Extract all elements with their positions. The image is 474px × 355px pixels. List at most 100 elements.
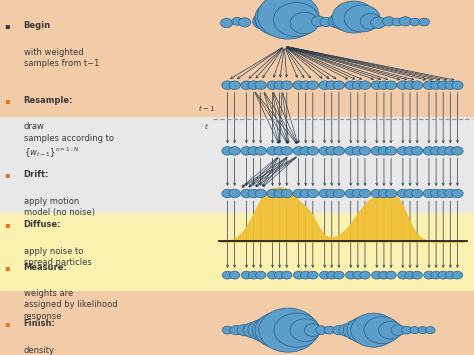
Circle shape — [397, 81, 409, 89]
Circle shape — [430, 81, 442, 89]
Circle shape — [252, 316, 290, 344]
Circle shape — [352, 147, 364, 155]
Circle shape — [255, 7, 288, 32]
Circle shape — [452, 147, 463, 155]
Circle shape — [334, 271, 344, 279]
Circle shape — [222, 271, 233, 279]
Circle shape — [332, 1, 375, 33]
Circle shape — [397, 147, 409, 155]
Text: Resample:: Resample: — [24, 96, 73, 105]
Circle shape — [360, 13, 381, 29]
Circle shape — [438, 147, 449, 155]
Circle shape — [345, 81, 356, 89]
Circle shape — [230, 326, 242, 335]
Circle shape — [399, 17, 411, 26]
Circle shape — [353, 271, 363, 279]
Circle shape — [274, 81, 285, 89]
Circle shape — [248, 320, 276, 341]
Circle shape — [255, 0, 304, 36]
Text: ▪: ▪ — [5, 96, 10, 105]
Circle shape — [273, 2, 319, 37]
Text: apply motion
model (no noise): apply motion model (no noise) — [24, 197, 95, 217]
Circle shape — [445, 189, 456, 198]
Circle shape — [293, 81, 304, 89]
Circle shape — [423, 189, 435, 198]
Circle shape — [300, 147, 311, 155]
Text: apply noise to
spread particles: apply noise to spread particles — [24, 247, 91, 267]
Circle shape — [371, 17, 386, 28]
Text: weights are
assigned by likelihood
response: weights are assigned by likelihood respo… — [24, 289, 118, 321]
Circle shape — [397, 189, 409, 198]
Circle shape — [438, 81, 449, 89]
Circle shape — [248, 271, 259, 279]
Circle shape — [372, 271, 382, 279]
Circle shape — [281, 147, 292, 155]
Circle shape — [445, 81, 456, 89]
Circle shape — [424, 271, 434, 279]
Text: Diffuse:: Diffuse: — [24, 220, 61, 229]
Circle shape — [426, 327, 435, 334]
Circle shape — [241, 81, 252, 89]
Circle shape — [438, 189, 449, 198]
Circle shape — [430, 147, 442, 155]
Circle shape — [411, 81, 423, 89]
Circle shape — [423, 147, 435, 155]
Circle shape — [383, 17, 395, 26]
Circle shape — [320, 17, 332, 27]
Circle shape — [411, 189, 423, 198]
Circle shape — [248, 189, 259, 198]
Circle shape — [352, 81, 364, 89]
Circle shape — [346, 271, 356, 279]
Circle shape — [281, 81, 292, 89]
Circle shape — [300, 189, 311, 198]
Circle shape — [405, 271, 415, 279]
Circle shape — [229, 147, 240, 155]
Circle shape — [319, 147, 330, 155]
Circle shape — [333, 189, 345, 198]
Circle shape — [364, 317, 400, 344]
Circle shape — [222, 81, 233, 89]
Circle shape — [386, 271, 396, 279]
Circle shape — [410, 18, 420, 26]
Circle shape — [237, 324, 252, 336]
Circle shape — [308, 271, 318, 279]
Circle shape — [282, 271, 292, 279]
Circle shape — [385, 189, 397, 198]
Circle shape — [241, 189, 252, 198]
Circle shape — [293, 189, 304, 198]
Circle shape — [229, 81, 240, 89]
Circle shape — [304, 324, 321, 337]
Circle shape — [307, 189, 319, 198]
Circle shape — [301, 271, 311, 279]
Circle shape — [438, 271, 448, 279]
Circle shape — [401, 326, 412, 334]
Circle shape — [255, 147, 266, 155]
Circle shape — [344, 5, 380, 32]
Circle shape — [232, 17, 242, 25]
Circle shape — [352, 189, 364, 198]
Circle shape — [248, 147, 259, 155]
Text: Finish:: Finish: — [24, 320, 55, 328]
Circle shape — [339, 324, 356, 337]
Circle shape — [445, 271, 456, 279]
Circle shape — [220, 18, 233, 28]
Circle shape — [430, 189, 442, 198]
Circle shape — [293, 271, 304, 279]
Circle shape — [255, 189, 266, 198]
Text: Begin: Begin — [24, 21, 51, 30]
Text: $t-1$: $t-1$ — [198, 103, 215, 113]
Circle shape — [359, 81, 371, 89]
Circle shape — [274, 189, 285, 198]
Circle shape — [267, 81, 278, 89]
Circle shape — [347, 317, 383, 344]
Circle shape — [307, 81, 319, 89]
Text: ▪: ▪ — [5, 170, 10, 179]
Circle shape — [411, 147, 423, 155]
Circle shape — [333, 147, 345, 155]
Circle shape — [326, 189, 337, 198]
Circle shape — [255, 81, 266, 89]
Circle shape — [319, 271, 330, 279]
Circle shape — [290, 12, 319, 34]
Bar — [0, 117, 474, 213]
Text: Drift:: Drift: — [24, 170, 49, 179]
